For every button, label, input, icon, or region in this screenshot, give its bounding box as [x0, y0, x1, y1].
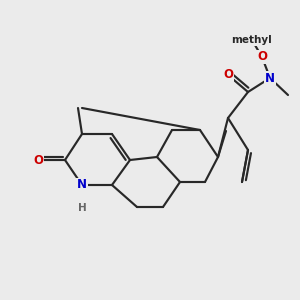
Text: N: N: [265, 71, 275, 85]
Text: O: O: [257, 50, 267, 64]
Text: N: N: [77, 178, 87, 191]
Text: O: O: [33, 154, 43, 166]
Text: H: H: [78, 203, 86, 213]
Text: N: N: [77, 178, 87, 191]
Text: O: O: [223, 68, 233, 82]
Text: methyl: methyl: [232, 35, 272, 45]
Text: N: N: [265, 71, 275, 85]
Text: O: O: [33, 154, 43, 166]
Text: O: O: [223, 68, 233, 82]
Text: O: O: [257, 50, 267, 64]
Text: H: H: [78, 203, 86, 213]
